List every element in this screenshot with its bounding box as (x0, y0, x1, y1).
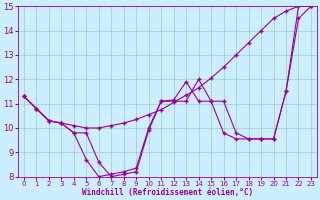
X-axis label: Windchill (Refroidissement éolien,°C): Windchill (Refroidissement éolien,°C) (82, 188, 253, 197)
